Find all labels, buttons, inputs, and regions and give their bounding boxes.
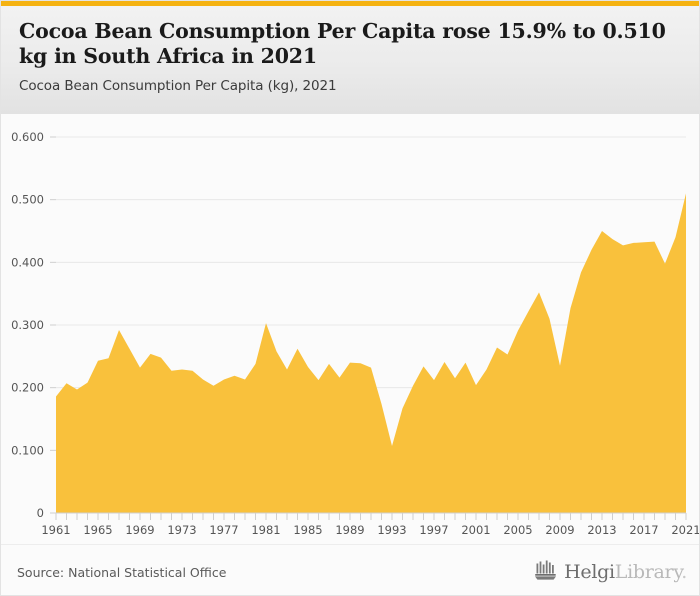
y-axis-tick-label: 0.300 <box>11 318 44 332</box>
x-axis-tick-label: 2013 <box>587 523 616 537</box>
x-axis-tick-label: 1965 <box>83 523 112 537</box>
x-axis-tick-label: 1961 <box>41 523 70 537</box>
brand-wordmark: HelgiLibrary. <box>564 560 687 583</box>
area-fill <box>56 193 686 513</box>
chart-footer: Source: National Statistical Office Helg… <box>1 544 699 595</box>
brand-name-primary: Helgi <box>564 560 615 583</box>
x-axis-tick-label: 2017 <box>629 523 658 537</box>
x-axis-tick-label: 1985 <box>293 523 322 537</box>
x-axis-tick-label: 2001 <box>461 523 490 537</box>
brand-dot: . <box>681 560 687 583</box>
y-axis-tick-label: 0.500 <box>11 193 44 207</box>
page-title: Cocoa Bean Consumption Per Capita rose 1… <box>19 19 666 68</box>
x-axis <box>55 512 687 520</box>
x-axis-tick-label: 1989 <box>335 523 364 537</box>
y-axis-tick-label: 0.200 <box>11 381 44 395</box>
x-axis-tick-label: 1993 <box>377 523 406 537</box>
y-axis-tick-label: 0.400 <box>11 255 44 269</box>
x-axis-tick-label: 1973 <box>167 523 196 537</box>
x-axis-tick-labels: 1961 1965 1969 1973 1977 1981 1985 1989 1993 1997… <box>41 523 700 537</box>
top-accent-bar <box>1 1 699 6</box>
y-axis-tick-label: 0.600 <box>11 130 44 144</box>
x-axis-tick-label: 1977 <box>209 523 238 537</box>
source-note: Source: National Statistical Office <box>17 565 227 580</box>
y-axis-tick-labels: 0 0.100 0.200 0.300 0.400 0.500 0.600 <box>11 130 56 520</box>
chart-header: Cocoa Bean Consumption Per Capita rose 1… <box>1 6 699 114</box>
y-axis-tick-label: 0.100 <box>11 443 44 457</box>
x-axis-tick-label: 2005 <box>503 523 532 537</box>
page-subtitle: Cocoa Bean Consumption Per Capita (kg), … <box>19 78 337 94</box>
x-axis-tick-label: 1981 <box>251 523 280 537</box>
brand-name-secondary: Library <box>614 560 682 583</box>
brand-logo[interactable]: HelgiLibrary. <box>534 559 687 585</box>
area-chart: 0 0.100 0.200 0.300 0.400 0.500 0.600 1961 1965… <box>11 130 700 537</box>
x-axis-tick-label: 2009 <box>545 523 574 537</box>
library-building-icon <box>534 559 558 585</box>
area-series <box>56 193 686 513</box>
x-axis-tick-label: 1969 <box>125 523 154 537</box>
y-axis-tick-label: 0 <box>37 506 44 520</box>
x-axis-tick-label: 2021 <box>671 523 700 537</box>
plot-panel: 0 0.100 0.200 0.300 0.400 0.500 0.600 1961 1965… <box>1 114 700 544</box>
x-axis-tick-label: 1997 <box>419 523 448 537</box>
